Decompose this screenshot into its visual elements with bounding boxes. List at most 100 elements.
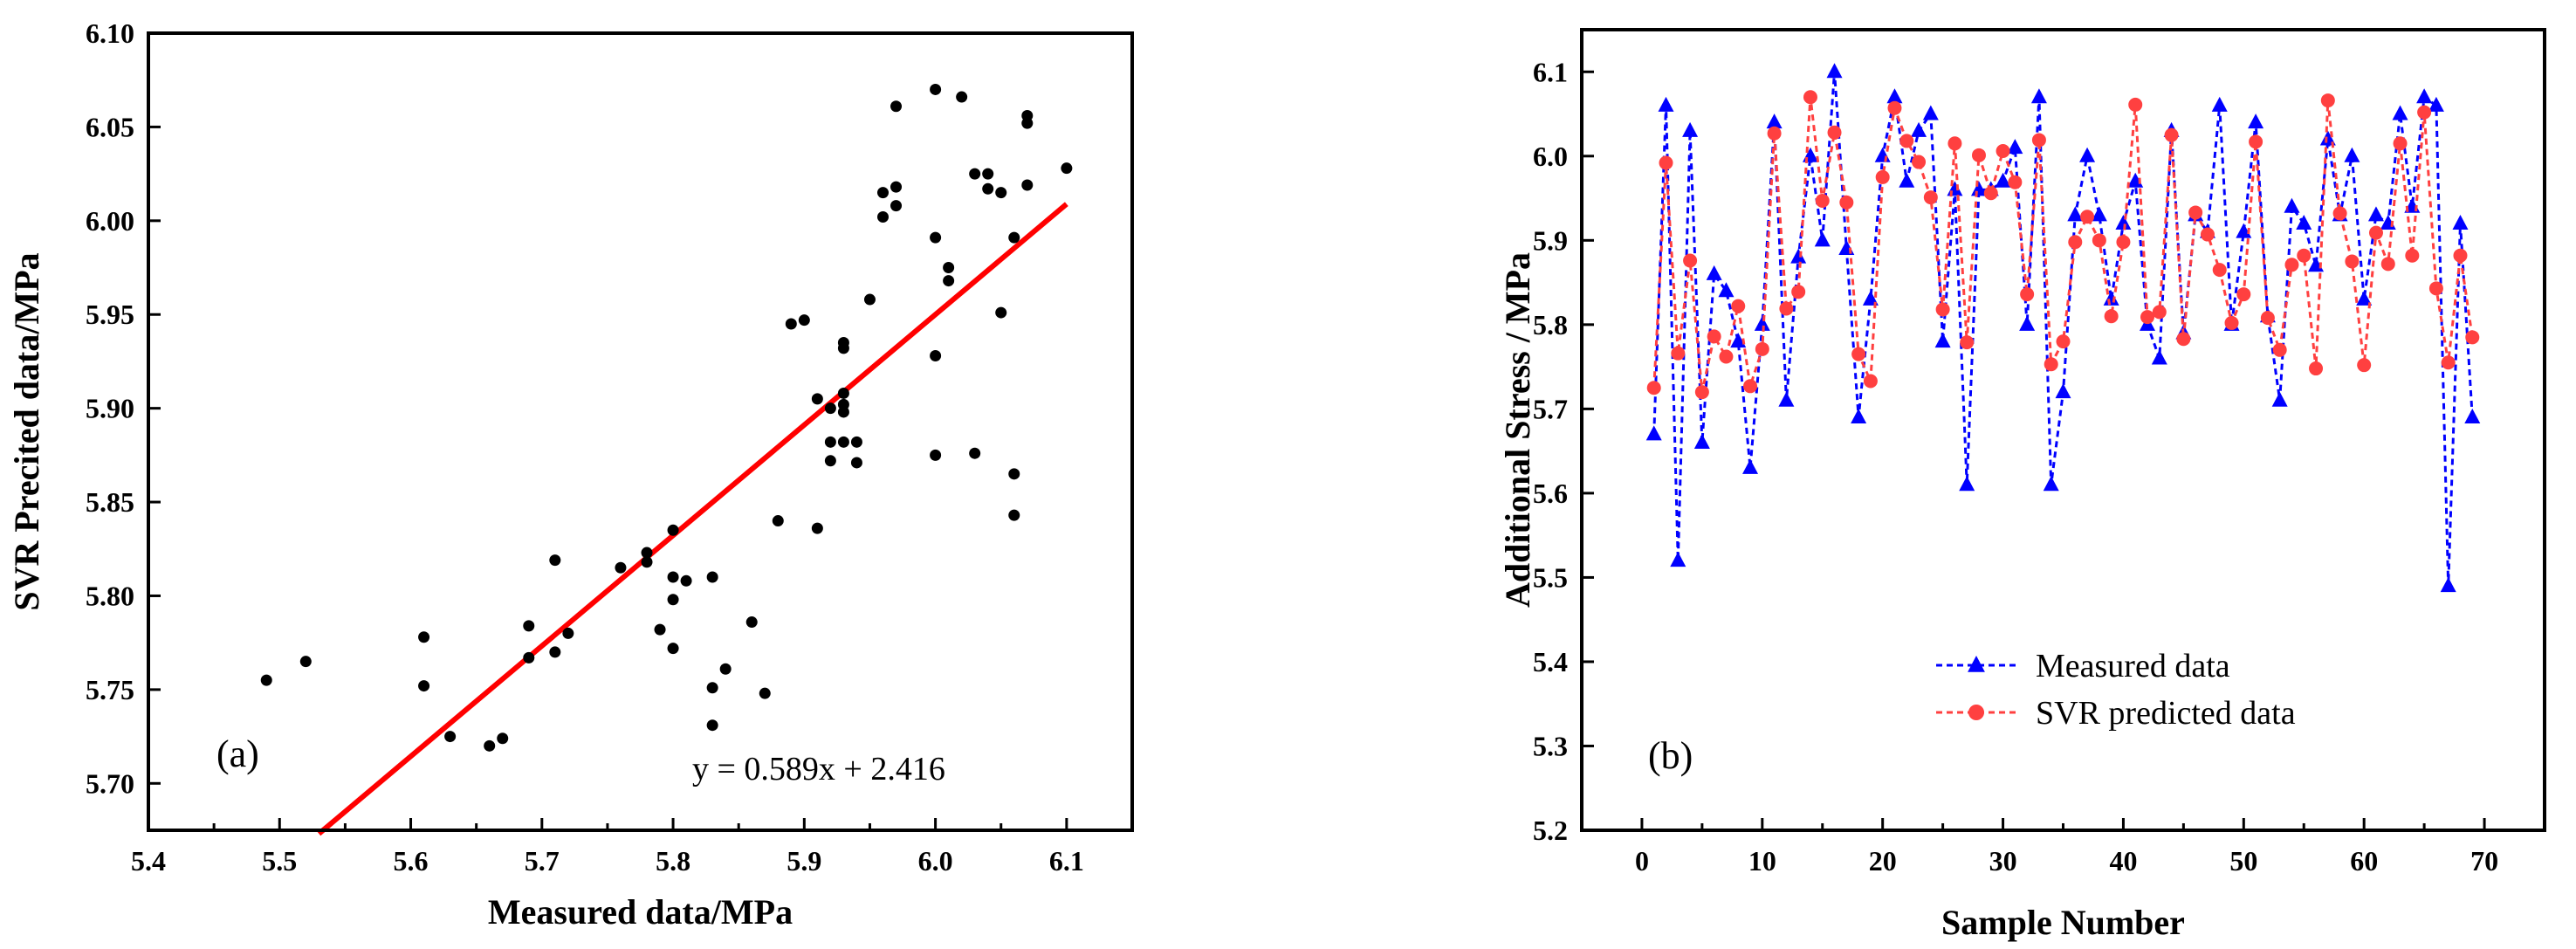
data-point-triangle xyxy=(2043,476,2059,492)
x-tick-label: 6.1 xyxy=(1049,845,1084,877)
scatter-point xyxy=(706,571,718,583)
panel-b-line-chart: 0 10 20 30 40 50 60 70 5.2 5.3 5.4 5.5 5.6 5.7 5.8 5.9 6… xyxy=(1498,28,2546,942)
legend-label-measured: Measured data xyxy=(2036,648,2230,684)
data-point-triangle xyxy=(1645,425,1662,441)
legend-item-svr-predicted: SVR predicted data xyxy=(1936,695,2296,732)
panel-a-y-axis-title: SVR Precited data/MPa xyxy=(7,252,46,610)
scatter-point xyxy=(811,393,823,405)
panel-b-legend: Measured data SVR predicted data xyxy=(1936,648,2296,732)
data-point-triangle xyxy=(2236,223,2252,238)
data-point-triangle xyxy=(2079,147,2096,162)
data-point-circle xyxy=(2236,287,2251,302)
panel-a-x-axis-title: Measured data/MPa xyxy=(488,892,793,932)
scatter-point xyxy=(667,524,679,536)
scatter-point xyxy=(641,556,653,568)
scatter-point xyxy=(863,293,876,306)
scatter-point xyxy=(982,168,994,180)
scatter-point xyxy=(549,554,561,567)
data-point-circle xyxy=(2200,227,2215,242)
data-point-triangle xyxy=(2344,147,2360,162)
scatter-point xyxy=(1021,179,1034,191)
data-point-triangle xyxy=(2067,206,2084,222)
data-point-circle xyxy=(2080,210,2095,224)
data-point-triangle xyxy=(1851,409,1867,424)
y-tick-label: 5.80 xyxy=(86,580,134,611)
legend-marker-triangle xyxy=(1968,656,1985,672)
data-point-circle xyxy=(2128,97,2143,112)
scatter-point xyxy=(837,406,849,418)
scatter-point xyxy=(890,181,903,193)
data-point-triangle xyxy=(2055,383,2071,399)
data-point-triangle xyxy=(1814,231,1831,247)
data-point-triangle xyxy=(1922,105,1939,120)
data-point-circle xyxy=(1839,195,1854,210)
data-point-circle xyxy=(2188,205,2203,220)
scatter-point xyxy=(956,91,968,103)
x-tick-label: 20 xyxy=(1869,845,1897,877)
data-point-circle xyxy=(2164,127,2179,142)
y-tick-label: 5.5 xyxy=(1533,561,1568,593)
data-point-circle xyxy=(1743,379,1758,394)
data-point-circle xyxy=(2152,305,2167,320)
data-point-circle xyxy=(2465,330,2480,345)
legend-item-measured: Measured data xyxy=(1936,648,2230,684)
data-point-circle xyxy=(1659,155,1673,170)
legend-label-svr-predicted: SVR predicted data xyxy=(2036,695,2296,732)
data-point-circle xyxy=(2309,361,2324,376)
data-point-circle xyxy=(1912,155,1927,169)
panel-b-frame xyxy=(1580,28,2546,832)
data-point-triangle xyxy=(1826,63,1843,79)
data-point-triangle xyxy=(2416,88,2433,104)
scatter-point xyxy=(850,436,862,448)
data-point-circle xyxy=(2260,311,2275,326)
scatter-point xyxy=(837,342,849,354)
data-point-circle xyxy=(2284,258,2299,272)
data-point-circle xyxy=(2031,133,2046,148)
y-tick-label: 5.8 xyxy=(1533,309,1568,340)
data-point-circle xyxy=(2056,334,2071,349)
data-point-circle xyxy=(2380,257,2395,272)
data-point-triangle xyxy=(2091,206,2107,222)
data-point-triangle xyxy=(1682,121,1699,137)
panel-a-scatter: 5.4 5.5 5.6 5.7 5.8 5.9 6.0 6.1 5.70 5.75 5.80 5.85… xyxy=(7,17,1134,932)
data-point-circle xyxy=(2417,105,2432,120)
scatter-point xyxy=(850,457,862,469)
scatter-point xyxy=(1008,231,1020,244)
data-point-triangle xyxy=(2428,96,2444,112)
data-point-circle xyxy=(1923,190,1938,205)
scatter-point xyxy=(745,616,758,629)
scatter-point xyxy=(995,187,1007,199)
y-tick-label: 5.3 xyxy=(1533,730,1568,761)
panel-a-tick-labels: 5.4 5.5 5.6 5.7 5.8 5.9 6.0 6.1 5.70 5.75 5.80 5.85… xyxy=(86,17,1084,877)
scatter-point xyxy=(995,306,1007,319)
scatter-point xyxy=(890,100,903,113)
data-point-triangle xyxy=(2452,215,2469,230)
y-tick-label: 5.4 xyxy=(1533,646,1568,677)
data-point-triangle xyxy=(1790,248,1807,264)
scatter-point xyxy=(943,275,955,287)
data-point-triangle xyxy=(2151,349,2167,365)
x-tick-label: 5.7 xyxy=(525,845,560,877)
y-tick-label: 5.9 xyxy=(1533,224,1568,256)
data-point-triangle xyxy=(1995,172,2011,188)
data-point-circle xyxy=(1755,341,1769,356)
data-point-triangle xyxy=(2019,315,2036,331)
x-tick-label: 50 xyxy=(2229,845,2257,877)
scatter-point xyxy=(824,436,836,448)
data-point-triangle xyxy=(2248,113,2264,129)
data-point-circle xyxy=(1971,148,1986,162)
scatter-point xyxy=(667,643,679,655)
x-tick-label: 6.0 xyxy=(918,845,953,877)
data-point-circle xyxy=(1791,285,1806,299)
scatter-point xyxy=(824,402,836,415)
x-tick-label: 5.6 xyxy=(394,845,429,877)
data-point-circle xyxy=(1683,253,1698,268)
scatter-point xyxy=(680,574,692,587)
data-point-circle xyxy=(2332,206,2347,221)
data-point-triangle xyxy=(2007,139,2023,155)
y-tick-label: 5.7 xyxy=(1533,393,1568,424)
scatter-point xyxy=(667,594,679,606)
data-point-circle xyxy=(1767,126,1782,141)
scatter-point xyxy=(1021,117,1034,129)
